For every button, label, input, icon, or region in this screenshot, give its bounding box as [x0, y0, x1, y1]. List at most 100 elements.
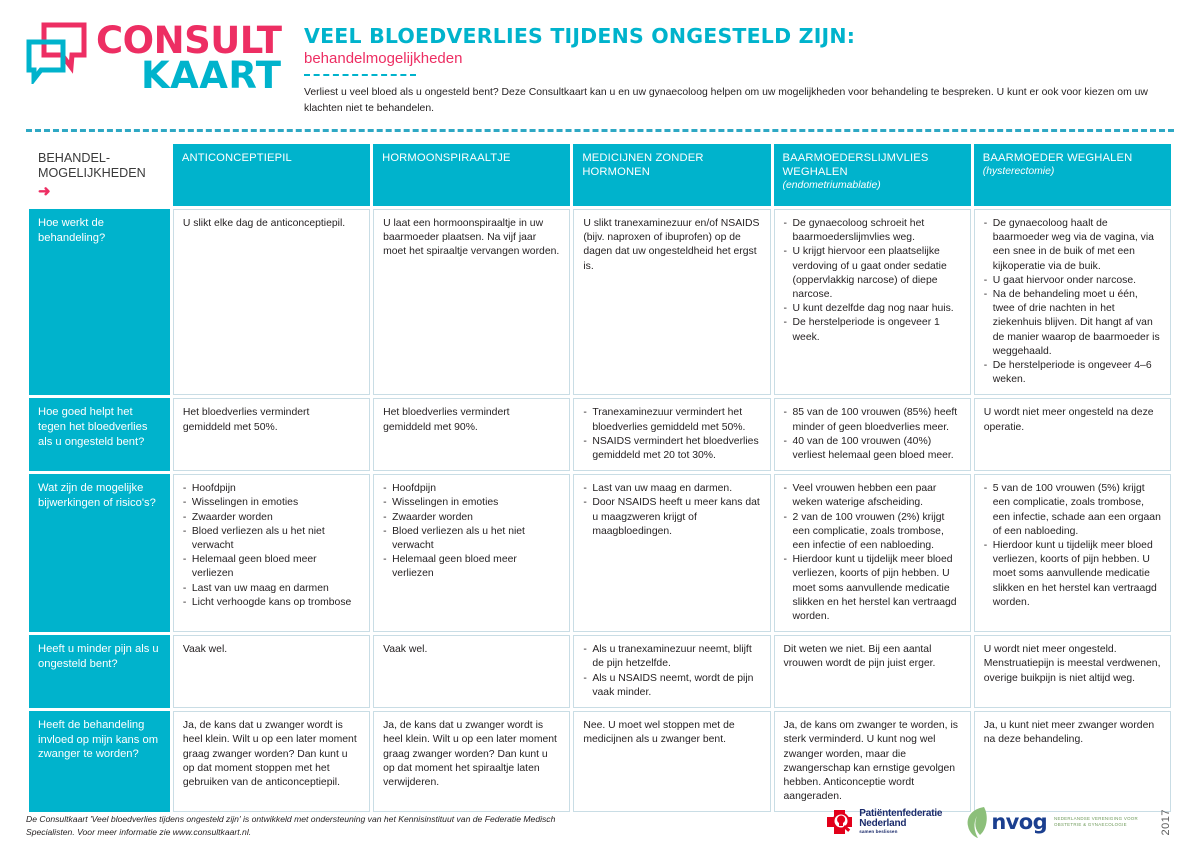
table-cell: U wordt niet meer ongesteld. Menstruatie…	[973, 635, 1171, 709]
table-cell: Ja, de kans dat u zwanger wordt is heel …	[373, 711, 571, 813]
cell-list-item: 5 van de 100 vrouwen (5%) krijgt een com…	[984, 482, 1161, 539]
page-subtitle: behandelmogelijkheden	[304, 50, 463, 67]
nvog-tagline: NEDERLANDSE VERENIGING VOOR OBSTETRIE & …	[1054, 816, 1138, 828]
row-label: Hoe werkt de behandeling?	[29, 209, 170, 396]
corner-label-line1: BEHANDEL-	[38, 151, 111, 165]
table-row: Hoe goed helpt het tegen het bloedverlie…	[29, 398, 1171, 472]
table-corner-label: BEHANDEL- MOGELIJKHEDEN ➜	[29, 144, 170, 206]
cell-text: Ja, de kans dat u zwanger wordt is heel …	[383, 720, 557, 788]
table-cell: Als u tranexaminezuur neemt, blijft de p…	[573, 635, 771, 709]
arrow-right-icon: ➜	[38, 183, 51, 200]
cell-text: Het bloedverlies vermindert gemiddeld me…	[383, 407, 510, 433]
column-subtitle: (endometriumablatie)	[782, 180, 881, 191]
row-label: Wat zijn de mogelijke bijwerkingen of ri…	[29, 474, 170, 633]
footer-disclaimer: De Consultkaart 'Veel bloedverlies tijde…	[26, 814, 556, 837]
cell-list: De gynaecoloog schroeit het baarmoedersl…	[784, 217, 961, 345]
table-cell: HoofdpijnWisselingen in emotiesZwaarder …	[373, 474, 571, 633]
table-row: Heeft de behandeling invloed op mijn kan…	[29, 711, 1171, 813]
subtitle-divider	[304, 74, 416, 76]
table-cell: Tranexaminezuur vermindert het bloedverl…	[573, 398, 771, 472]
cell-list-item: Last van uw maag en darmen.	[583, 482, 760, 496]
cell-list: 85 van de 100 vrouwen (85%) heeft minder…	[784, 406, 961, 463]
cell-list-item: Helemaal geen bloed meer verliezen	[383, 553, 560, 581]
cell-list: De gynaecoloog haalt de baarmoeder weg v…	[984, 217, 1161, 387]
leaf-icon	[964, 805, 990, 839]
table-cell: Veel vrouwen hebben een paar weken water…	[773, 474, 971, 633]
cell-list-item: De gynaecoloog haalt de baarmoeder weg v…	[984, 217, 1161, 274]
nvog-tagline-line1: NEDERLANDSE VERENIGING VOOR	[1054, 816, 1138, 821]
cell-text: Ja, u kunt niet meer zwanger worden na d…	[983, 720, 1155, 746]
table-cell: Ja, u kunt niet meer zwanger worden na d…	[973, 711, 1171, 813]
column-header-anticonceptiepil: ANTICONCEPTIEPIL	[172, 144, 371, 206]
cell-list-item: U gaat hiervoor onder narcose.	[984, 274, 1161, 288]
cell-list-item: Hoofdpijn	[383, 482, 560, 496]
table-cell: U laat een hormoonspiraaltje in uw baarm…	[373, 209, 571, 396]
nvog-logo: nvog NEDERLANDSE VERENIGING VOOR OBSTETR…	[964, 805, 1138, 839]
table-row: Wat zijn de mogelijke bijwerkingen of ri…	[29, 474, 1171, 633]
cell-list-item: De herstelperiode is ongeveer 4–6 weken.	[984, 359, 1161, 387]
table-cell: De gynaecoloog haalt de baarmoeder weg v…	[973, 209, 1171, 396]
table-cell: Ja, de kans om zwanger te worden, is ste…	[773, 711, 971, 813]
footer-logos: Patiëntenfederatie Nederland samen besli…	[825, 805, 1174, 839]
cell-list-item: Bloed verliezen als u het niet verwacht	[183, 525, 360, 553]
cell-list-item: Door NSAIDS heeft u meer kans dat u maag…	[583, 496, 760, 539]
cell-text: Ja, de kans dat u zwanger wordt is heel …	[182, 720, 357, 788]
cell-list-item: NSAIDS vermindert het bloedverlies gemid…	[583, 435, 760, 463]
cell-list-item: Als u NSAIDS neemt, wordt de pijn vaak m…	[583, 672, 760, 700]
cell-list-item: Hoofdpijn	[183, 482, 360, 496]
publication-year: 2017	[1160, 808, 1172, 836]
table-body: Hoe werkt de behandeling? U slikt elke da…	[29, 209, 1171, 813]
cell-text: U laat een hormoonspiraaltje in uw baarm…	[383, 218, 560, 258]
pfn-tagline: samen beslissen	[859, 829, 898, 835]
cell-list-item: 40 van de 100 vrouwen (40%) verliest hel…	[784, 435, 961, 463]
nvog-tagline-line2: OBSTETRIE & GYNAECOLOGIE	[1054, 822, 1127, 827]
cell-text: U wordt niet meer ongesteld na deze oper…	[983, 407, 1154, 433]
cell-list-item: Hierdoor kunt u tijdelijk meer bloed ver…	[984, 539, 1161, 610]
cell-list-item: Veel vrouwen hebben een paar weken water…	[784, 482, 961, 510]
column-title: HORMOONSPIRAALTJE	[382, 152, 511, 164]
cell-list: HoofdpijnWisselingen in emotiesZwaarder …	[383, 482, 560, 581]
table-cell: Het bloedverlies vermindert gemiddeld me…	[172, 398, 371, 472]
table-row: Heeft u minder pijn als u ongesteld bent…	[29, 635, 1171, 709]
table-cell: 5 van de 100 vrouwen (5%) krijgt een com…	[973, 474, 1171, 633]
table-cell: Het bloedverlies vermindert gemiddeld me…	[373, 398, 571, 472]
page-title: VEEL BLOEDVERLIES TIJDENS ONGESTELD ZIJN…	[304, 24, 856, 48]
table-cell: Vaak wel.	[373, 635, 571, 709]
cell-list-item: Zwaarder worden	[183, 511, 360, 525]
intro-paragraph: Verliest u veel bloed als u ongesteld be…	[304, 87, 1148, 114]
row-label: Hoe goed helpt het tegen het bloedverlie…	[29, 398, 170, 472]
consultkaart-logo: CONSULT KAART	[26, 18, 284, 95]
column-title: ANTICONCEPTIEPIL	[181, 152, 292, 164]
cell-list-item: 2 van de 100 vrouwen (2%) krijgt een com…	[784, 511, 961, 554]
row-label: Heeft de behandeling invloed op mijn kan…	[29, 711, 170, 813]
cell-list: 5 van de 100 vrouwen (5%) krijgt een com…	[984, 482, 1161, 610]
page-header: CONSULT KAART VEEL BLOEDVERLIES TIJDENS …	[0, 0, 1200, 116]
cell-list-item: Zwaarder worden	[383, 511, 560, 525]
cell-text: Ja, de kans om zwanger te worden, is ste…	[783, 720, 958, 803]
logo-word-kaart: KAART	[140, 54, 282, 97]
cell-text: Dit weten we niet. Bij een aantal vrouwe…	[783, 644, 936, 670]
table-cell: Last van uw maag en darmen.Door NSAIDS h…	[573, 474, 771, 633]
cell-list: Veel vrouwen hebben een paar weken water…	[784, 482, 961, 624]
cell-list-item: Helemaal geen bloed meer verliezen	[183, 553, 360, 581]
cell-list: Last van uw maag en darmen.Door NSAIDS h…	[583, 482, 760, 539]
row-label: Heeft u minder pijn als u ongesteld bent…	[29, 635, 170, 709]
corner-label-line2: MOGELIJKHEDEN	[38, 166, 146, 180]
table-cell: U slikt tranexaminezuur en/of NSAIDS (bi…	[573, 209, 771, 396]
cell-list-item: Wisselingen in emoties	[383, 496, 560, 510]
cell-list-item: Last van uw maag en darmen	[183, 582, 360, 596]
cell-text: U slikt tranexaminezuur en/of NSAIDS (bi…	[583, 218, 760, 272]
nvog-wordmark: nvog	[991, 810, 1048, 834]
table-header-row: BEHANDEL- MOGELIJKHEDEN ➜ ANTICONCEPTIEP…	[29, 144, 1171, 206]
column-title: MEDICIJNEN ZONDER HORMONEN	[582, 152, 704, 178]
cell-text: Het bloedverlies vermindert gemiddeld me…	[182, 407, 310, 433]
table-row: Hoe werkt de behandeling? U slikt elke da…	[29, 209, 1171, 396]
table-cell: U slikt elke dag de anticonceptiepil.	[172, 209, 371, 396]
cell-list-item: Licht verhoogde kans op trombose	[183, 596, 360, 610]
cell-text: Vaak wel.	[182, 644, 228, 656]
table-cell: Nee. U moet wel stoppen met de medicijne…	[573, 711, 771, 813]
logo-word-consult: CONSULT	[96, 19, 282, 62]
patientenfederatie-logo: Patiëntenfederatie Nederland samen besli…	[825, 808, 943, 836]
table-head: BEHANDEL- MOGELIJKHEDEN ➜ ANTICONCEPTIEP…	[29, 144, 1171, 206]
